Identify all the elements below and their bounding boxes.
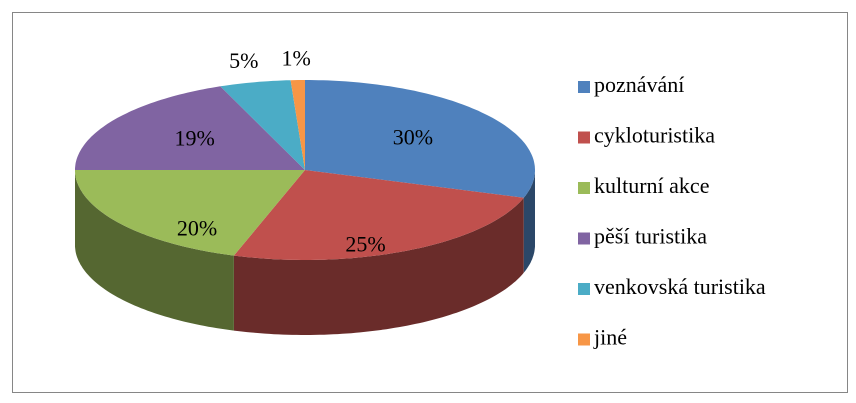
- slice-side: [75, 170, 234, 331]
- legend-label: poznávání: [594, 72, 684, 97]
- legend-label: venkovská turistika: [594, 274, 766, 299]
- legend-swatch: [578, 283, 590, 295]
- pie-sides: [75, 170, 535, 335]
- legend-label: cykloturistika: [594, 123, 715, 148]
- data-label: 5%: [229, 48, 258, 73]
- data-label: 19%: [175, 126, 215, 151]
- data-label: 30%: [393, 124, 433, 149]
- legend-swatch: [578, 182, 590, 194]
- data-label: 1%: [282, 45, 311, 70]
- legend-swatch: [578, 131, 590, 144]
- legend-label: kulturní akce: [594, 173, 709, 198]
- legend-swatch: [578, 81, 590, 93]
- labels: 30% poznávání 25% cykloturistika 20% kulturní…: [175, 45, 766, 349]
- legend-label: jiné: [593, 325, 627, 350]
- slice: [75, 170, 305, 256]
- data-label: 20%: [177, 216, 217, 241]
- legend-swatch: [578, 333, 590, 346]
- slice: [75, 86, 305, 170]
- legend-label: pěší turistika: [594, 224, 707, 249]
- slice-side: [523, 170, 535, 273]
- legend-swatch: [578, 232, 590, 245]
- slice-side: [233, 197, 524, 335]
- slice: [305, 80, 535, 198]
- slice: [290, 80, 305, 170]
- slice: [220, 80, 305, 170]
- slice: [233, 170, 524, 260]
- data-label: 25%: [345, 232, 385, 257]
- pie-tops: [75, 80, 535, 260]
